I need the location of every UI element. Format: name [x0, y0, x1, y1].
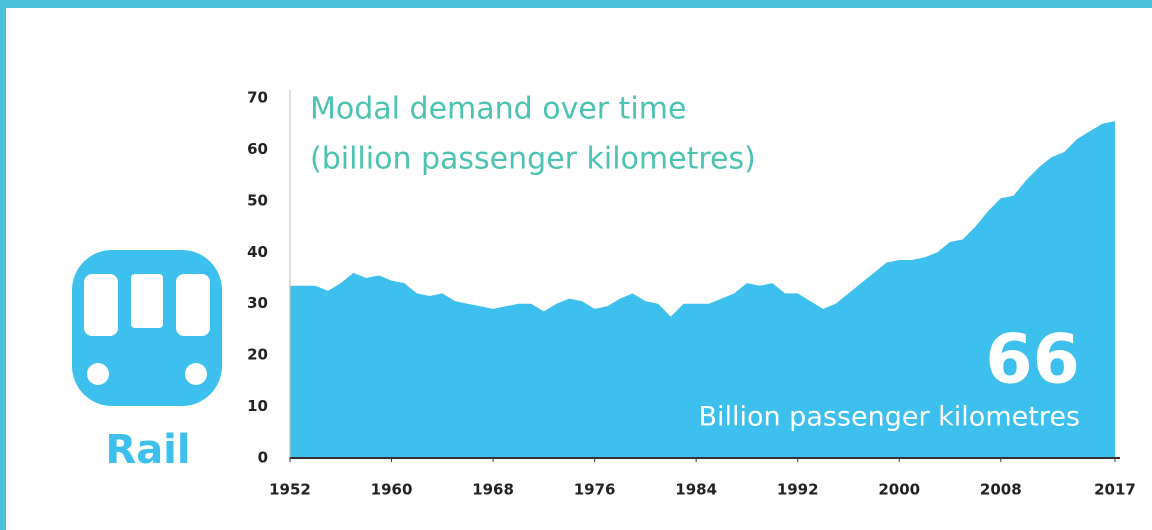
annotation-text: Billion passenger kilometres: [698, 402, 1080, 433]
y-tick-label: 50: [247, 191, 268, 209]
y-tick-label: 70: [247, 89, 268, 107]
x-tick-label: 2000: [878, 481, 920, 499]
x-tick-label: 2008: [980, 481, 1022, 499]
y-tick-label: 0: [258, 449, 268, 467]
x-tick-label: 1984: [675, 481, 717, 499]
y-tick-label: 40: [247, 243, 268, 261]
icon-door: [131, 274, 163, 328]
icon-light: [185, 363, 207, 385]
annotation-value: 66: [985, 321, 1080, 400]
chart-subtitle: (billion passenger kilometres): [310, 142, 756, 177]
area: [290, 121, 1115, 459]
y-tick-label: 20: [247, 346, 268, 364]
icon-window: [84, 274, 118, 336]
x-tick-label: 1992: [777, 481, 819, 499]
chart-title: Modal demand over time: [310, 92, 686, 127]
y-tick-label: 60: [247, 140, 268, 158]
icon-label: Rail: [105, 427, 190, 473]
x-tick-label: 1968: [472, 481, 514, 499]
x-tick-label: 1960: [371, 481, 413, 499]
x-tick-label: 1952: [269, 481, 311, 499]
icon-light: [87, 363, 109, 385]
rail-icon: [72, 250, 222, 406]
x-tick-label: 2017: [1094, 481, 1136, 499]
x-tick-label: 1976: [574, 481, 616, 499]
y-tick-label: 30: [247, 294, 268, 312]
icon-window: [176, 274, 210, 336]
y-tick-label: 10: [247, 397, 268, 415]
